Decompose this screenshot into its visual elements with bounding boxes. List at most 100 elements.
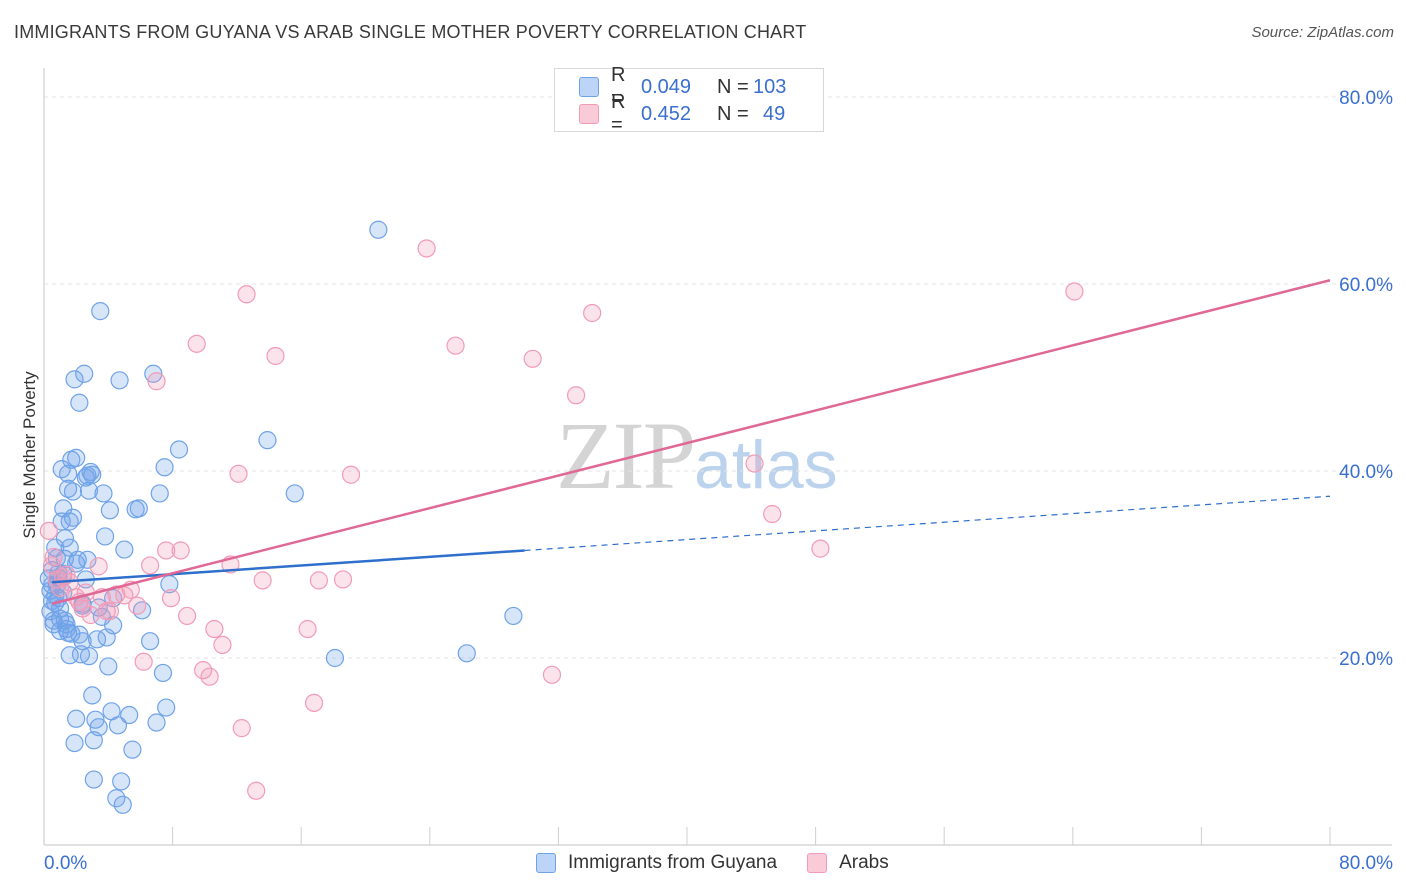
point-guyana xyxy=(108,716,128,735)
point-guyana xyxy=(70,393,89,412)
point-arabs xyxy=(417,239,436,258)
point-guyana xyxy=(457,644,476,663)
point-arabs xyxy=(157,541,176,560)
point-arabs xyxy=(147,372,166,391)
point-arabs xyxy=(253,571,272,590)
point-guyana xyxy=(153,663,173,683)
point-arabs xyxy=(171,541,190,560)
point-guyana xyxy=(81,462,100,482)
x-tick-label: 0.0% xyxy=(44,853,87,874)
point-arabs xyxy=(161,589,181,608)
point-arabs xyxy=(811,539,830,558)
legend-r-label: R = xyxy=(611,64,626,109)
point-arabs xyxy=(194,661,213,680)
legend-item-arabs: Arabs xyxy=(807,852,889,874)
y-tick-label: 20.0% xyxy=(1339,649,1393,670)
point-guyana xyxy=(150,484,169,503)
point-guyana xyxy=(258,431,277,450)
stats-legend: R = 0.049 N = 103 R = 0.452 N = 49 xyxy=(554,64,824,136)
point-guyana xyxy=(55,611,74,630)
point-guyana xyxy=(123,740,142,759)
point-guyana xyxy=(63,508,83,527)
point-arabs xyxy=(566,386,586,405)
legend-r-value: 0.452 xyxy=(641,102,692,125)
point-guyana xyxy=(89,718,108,737)
point-arabs xyxy=(39,521,58,540)
point-arabs xyxy=(247,781,266,800)
series-legend: Immigrants from Guyana Arabs xyxy=(536,852,919,874)
point-guyana xyxy=(60,538,79,557)
point-guyana xyxy=(325,648,345,668)
point-guyana xyxy=(63,482,83,501)
point-guyana xyxy=(113,795,132,814)
legend-swatch-blue xyxy=(536,853,556,873)
legend-swatch-pink xyxy=(807,853,828,873)
point-arabs xyxy=(44,547,63,567)
point-guyana xyxy=(160,575,179,594)
point-guyana xyxy=(70,625,89,644)
point-arabs xyxy=(583,303,602,323)
point-guyana xyxy=(65,733,84,753)
trendline-guyana-extension xyxy=(524,495,1331,552)
watermark-atlas: atlas xyxy=(694,427,838,503)
point-guyana xyxy=(79,647,99,666)
point-guyana xyxy=(78,550,97,569)
point-arabs xyxy=(298,619,317,639)
point-guyana xyxy=(99,657,118,676)
point-arabs xyxy=(309,571,328,590)
point-arabs xyxy=(89,557,108,576)
point-arabs xyxy=(81,605,100,625)
point-guyana xyxy=(75,364,94,383)
point-arabs xyxy=(341,465,361,484)
point-guyana xyxy=(110,371,129,390)
point-arabs xyxy=(134,652,153,671)
point-arabs xyxy=(523,349,542,368)
point-guyana xyxy=(83,465,102,484)
legend-swatch-pink xyxy=(579,104,599,124)
point-guyana xyxy=(55,529,74,548)
point-guyana xyxy=(59,479,78,498)
point-arabs xyxy=(213,635,232,655)
point-guyana xyxy=(115,540,134,559)
legend-n-label: N = xyxy=(717,102,749,125)
point-guyana xyxy=(107,789,126,808)
point-arabs xyxy=(1065,282,1084,301)
point-guyana xyxy=(67,448,86,468)
point-guyana xyxy=(140,632,160,651)
point-guyana xyxy=(95,527,115,546)
point-guyana xyxy=(147,713,166,732)
point-arabs xyxy=(232,719,251,738)
point-guyana xyxy=(155,458,174,477)
point-guyana xyxy=(59,464,78,483)
x-tick-label: 80.0% xyxy=(1339,853,1393,874)
point-arabs xyxy=(140,556,160,575)
legend-r-label: R = xyxy=(611,91,626,136)
point-guyana xyxy=(120,705,139,725)
point-guyana xyxy=(100,501,120,520)
point-guyana xyxy=(91,302,110,321)
legend-label-guyana: Immigrants from Guyana xyxy=(568,852,778,873)
y-tick-label: 60.0% xyxy=(1339,275,1393,296)
trendline-guyana xyxy=(51,549,525,584)
point-arabs xyxy=(100,602,120,621)
legend-r-value: 0.049 xyxy=(641,75,692,98)
point-arabs xyxy=(237,285,256,304)
chart-source: Source: ZipAtlas.com xyxy=(1251,24,1394,41)
y-tick-label: 40.0% xyxy=(1339,462,1393,483)
legend-row-guyana: R = 0.049 N = 103 xyxy=(579,64,786,109)
point-arabs xyxy=(200,667,219,686)
point-guyana xyxy=(65,370,84,389)
point-arabs xyxy=(187,334,206,353)
point-arabs xyxy=(266,346,285,366)
point-arabs xyxy=(177,606,197,626)
legend-n-label: N = xyxy=(717,75,749,98)
point-arabs xyxy=(229,464,248,483)
watermark: ZIPatlas xyxy=(556,400,838,511)
point-guyana xyxy=(112,772,131,791)
point-guyana xyxy=(504,606,523,626)
chart-title: IMMIGRANTS FROM GUYANA VS ARAB SINGLE MO… xyxy=(14,22,807,42)
y-axis-label: Single Mother Poverty xyxy=(20,371,39,539)
point-arabs xyxy=(128,596,147,615)
trendline-arabs xyxy=(51,279,1331,605)
